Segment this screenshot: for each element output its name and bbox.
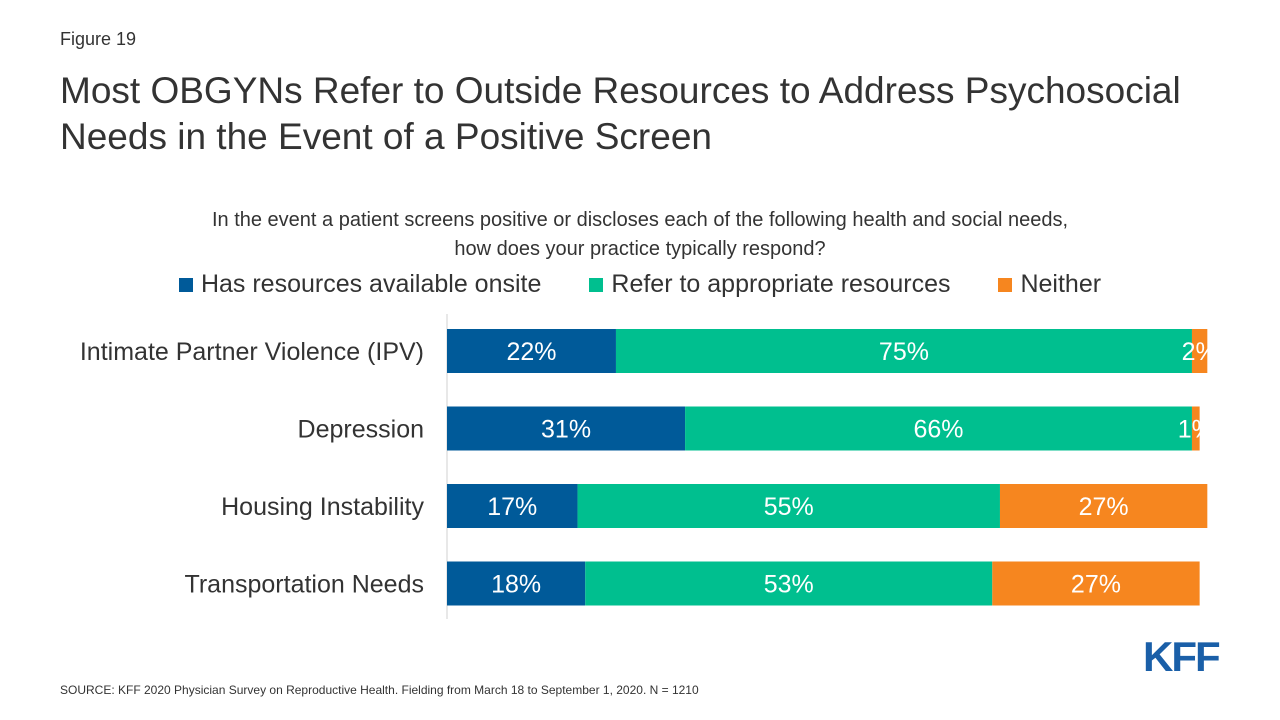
legend-swatch-refer [589, 277, 604, 292]
legend-swatch-onsite [178, 277, 193, 292]
bar-segment-intimate-partner-violence-ipv-1 [615, 329, 1192, 373]
data-label-housing-instability-0: 17% [487, 493, 537, 521]
data-label-housing-instability-2: 27% [1079, 493, 1129, 521]
legend-label-refer: Refer to appropriate resources [611, 270, 951, 298]
bar-segment-transportation-needs-1 [585, 561, 993, 606]
bar-segment-housing-instability-1 [577, 484, 1000, 528]
bar-segment-transportation-needs-2 [992, 561, 1200, 606]
category-label-housing-instability: Housing Instability [221, 493, 424, 521]
category-label-intimate-partner-violence-ipv: Intimate Partner Violence (IPV) [80, 338, 424, 366]
bar-segment-housing-instability-0 [447, 484, 578, 528]
chart-subtitle: In the event a patient screens positive … [40, 206, 1240, 264]
bar-segment-intimate-partner-violence-ipv-2 [1191, 329, 1208, 373]
bar-segment-depression-0 [447, 406, 686, 451]
data-label-transportation-needs-2: 27% [1071, 571, 1121, 599]
figure-label: Figure 19 [60, 29, 137, 49]
data-label-intimate-partner-violence-ipv-0: 22% [506, 338, 556, 366]
category-label-depression: Depression [298, 416, 424, 444]
legend-item-refer: Refer to appropriate resources [589, 270, 950, 299]
data-label-intimate-partner-violence-ipv-2: 2% [1182, 338, 1218, 366]
legend-item-neither: Neither [998, 270, 1101, 299]
bar-segment-intimate-partner-violence-ipv-0 [447, 329, 616, 373]
bar-segment-transportation-needs-0 [447, 561, 586, 606]
data-label-depression-1: 66% [913, 416, 963, 444]
data-label-housing-instability-1: 55% [764, 493, 814, 521]
bar-segment-housing-instability-2 [999, 484, 1208, 528]
chart-title: Most OBGYNs Refer to Outside Resources t… [60, 70, 1181, 157]
source-note: SOURCE: KFF 2020 Physician Survey on Rep… [60, 683, 699, 697]
category-label-transportation-needs: Transportation Needs [185, 571, 424, 599]
subtitle-line-1: In the event a patient screens positive … [211, 209, 1069, 231]
legend-item-onsite: Has resources available onsite [178, 270, 542, 299]
data-label-transportation-needs-0: 18% [491, 571, 541, 599]
bar-segment-depression-2 [1191, 406, 1200, 451]
chart-legend: Has resources available onsite Refer to … [0, 270, 1280, 299]
kff-logo: KFF [1143, 633, 1221, 680]
legend-label-onsite: Has resources available onsite [200, 270, 542, 298]
subtitle-line-2: how does your practice typically respond… [454, 238, 826, 260]
data-label-transportation-needs-1: 53% [764, 571, 814, 599]
legend-swatch-neither [998, 277, 1013, 292]
data-label-depression-0: 31% [541, 416, 591, 444]
data-label-intimate-partner-violence-ipv-1: 75% [879, 338, 929, 366]
bar-segment-depression-1 [685, 406, 1192, 451]
legend-label-neither: Neither [1020, 270, 1102, 298]
data-label-depression-2: 1% [1178, 416, 1214, 444]
